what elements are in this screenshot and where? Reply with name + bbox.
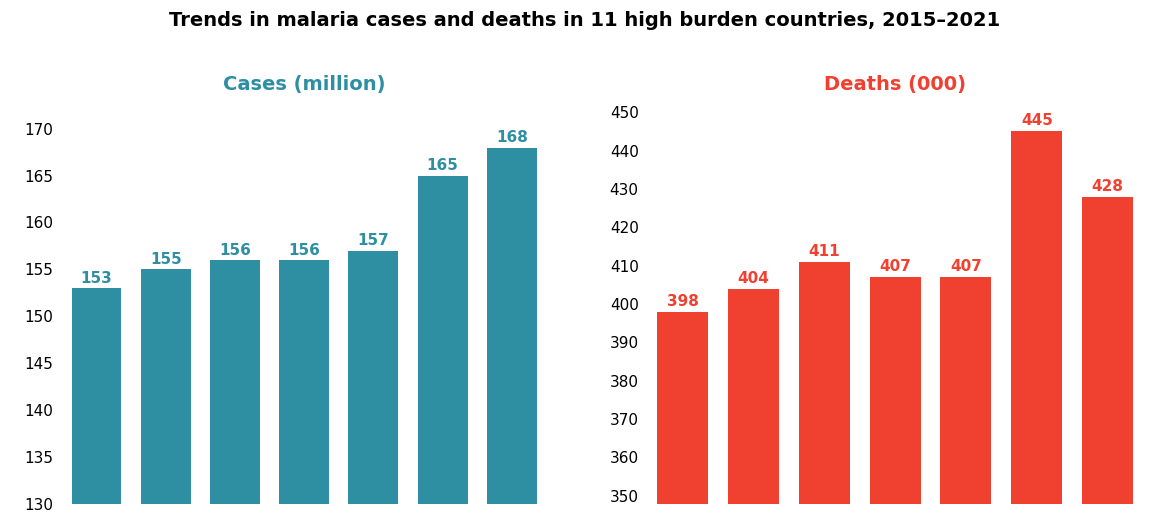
Text: 398: 398	[667, 294, 698, 308]
Bar	[211, 260, 260, 504]
Bar	[869, 277, 921, 504]
Bar	[941, 277, 991, 504]
Bar	[658, 312, 708, 504]
Bar	[71, 288, 122, 504]
Bar	[1082, 197, 1133, 504]
Title: Cases (million): Cases (million)	[223, 75, 385, 94]
Bar	[349, 251, 398, 504]
Text: 165: 165	[427, 158, 459, 173]
Bar	[140, 269, 191, 504]
Bar	[728, 289, 779, 504]
Text: 411: 411	[808, 244, 840, 259]
Title: Deaths (000): Deaths (000)	[824, 75, 966, 94]
Text: 153: 153	[81, 271, 112, 286]
Bar	[418, 175, 468, 504]
Bar	[280, 260, 329, 504]
Bar	[487, 147, 537, 504]
Text: 168: 168	[496, 130, 528, 145]
Text: 156: 156	[219, 243, 250, 258]
Text: 428: 428	[1092, 179, 1123, 193]
Text: 404: 404	[737, 271, 769, 286]
Text: Trends in malaria cases and deaths in 11 high burden countries, 2015–2021: Trends in malaria cases and deaths in 11…	[170, 11, 1000, 30]
Text: 407: 407	[879, 259, 911, 274]
Text: 445: 445	[1021, 113, 1053, 128]
Bar	[1011, 131, 1062, 504]
Text: 156: 156	[288, 243, 321, 258]
Text: 157: 157	[358, 233, 390, 248]
Text: 407: 407	[950, 259, 982, 274]
Text: 155: 155	[150, 252, 181, 267]
Bar	[799, 262, 849, 504]
